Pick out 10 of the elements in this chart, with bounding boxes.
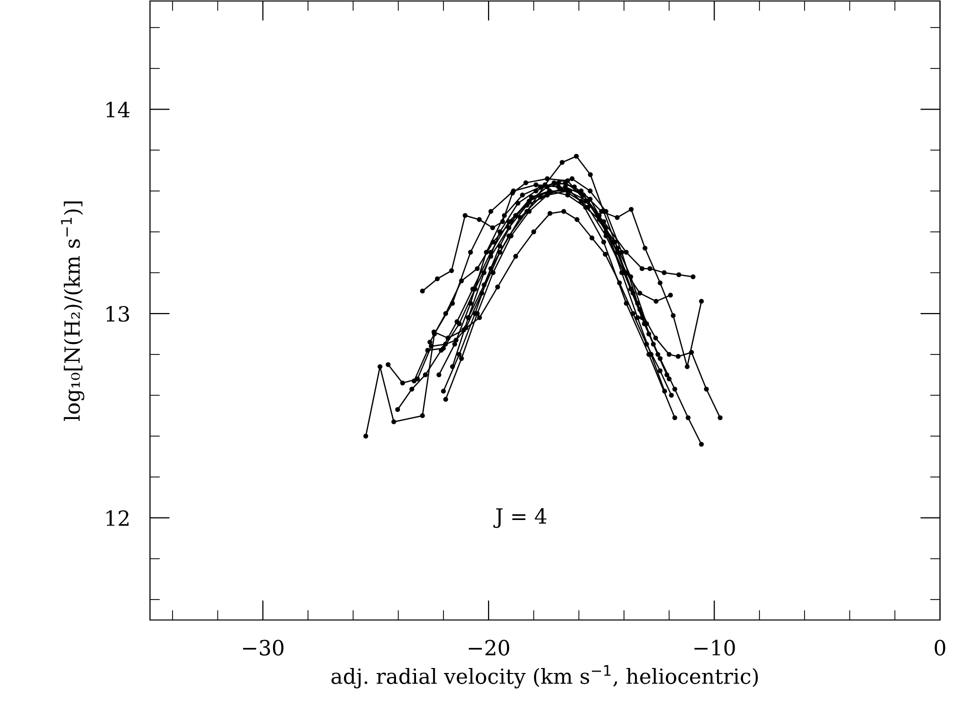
annotation: J = 4 bbox=[493, 508, 546, 528]
x-tick-label: −10 bbox=[694, 640, 735, 656]
y-tick-label: 13 bbox=[106, 306, 130, 322]
x-tick-label: −20 bbox=[468, 640, 510, 656]
y-axis-title: log₁₀[N(H₂)/(km s$^{−1}$)] bbox=[61, 201, 84, 421]
x-tick-label: −30 bbox=[243, 640, 284, 656]
y-tick-label: 14 bbox=[106, 102, 130, 118]
x-tick-label: 0 bbox=[934, 640, 946, 656]
x-axis-title: adj. radial velocity (km s$^{−1}$, heliocentric) bbox=[331, 665, 758, 688]
y-tick-label: 12 bbox=[106, 510, 129, 526]
